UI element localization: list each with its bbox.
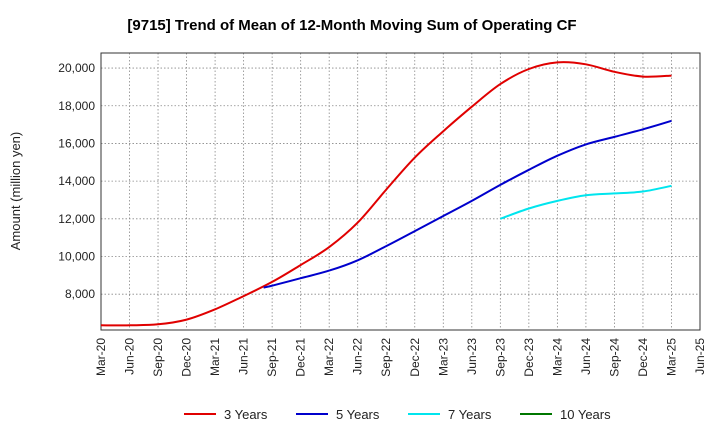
x-tick-label: Sep-21: [265, 338, 279, 377]
x-tick-label: Dec-20: [180, 338, 194, 377]
legend-label-7-years: 7 Years: [448, 407, 492, 422]
x-tick-label: Mar-20: [94, 338, 108, 376]
x-tick-label: Mar-21: [208, 338, 222, 376]
x-tick-label: Mar-23: [436, 338, 450, 376]
y-tick-label: 12,000: [58, 212, 95, 226]
legend-label-5-years: 5 Years: [336, 407, 380, 422]
y-tick-label: 10,000: [58, 250, 95, 264]
x-tick-label: Sep-23: [493, 338, 507, 377]
plot-area: Mar-20 Jun-20 Sep-20 Dec-20 Mar-21 Jun-21 Sep-…: [58, 52, 707, 377]
x-tick-label: Jun-22: [351, 338, 365, 375]
x-tick-label: Jun-23: [465, 338, 479, 375]
x-tick-label: Dec-21: [294, 338, 308, 377]
x-tick-label: Mar-25: [664, 338, 678, 376]
y-tick-label: 8,000: [65, 287, 95, 301]
x-tick-label: Jun-25: [693, 338, 707, 375]
x-tick-label: Dec-24: [636, 338, 650, 377]
x-tick-label: Sep-22: [379, 338, 393, 377]
plot-background: [101, 53, 700, 330]
chart-title: [9715] Trend of Mean of 12-Month Moving …: [127, 17, 576, 34]
x-tick-label: Jun-24: [579, 338, 593, 375]
series-line-3-years: [100, 61, 672, 327]
legend: 3 Years 5 Years 7 Years 10 Years: [184, 407, 611, 422]
x-tick-label: Jun-21: [237, 338, 251, 375]
plot-frame: [100, 52, 701, 331]
x-tick-label: Dec-23: [522, 338, 536, 377]
x-tick-label: Mar-24: [550, 338, 564, 376]
x-tick-label: Sep-24: [607, 338, 621, 377]
y-tick-label: 16,000: [58, 136, 95, 150]
y-tick-label: 18,000: [58, 99, 95, 113]
x-tick-label: Jun-20: [123, 338, 137, 375]
series-line-5-years: [263, 119, 672, 289]
y-tick-label: 20,000: [58, 61, 95, 75]
x-tick-label: Mar-22: [322, 338, 336, 376]
legend-label-3-years: 3 Years: [224, 407, 268, 422]
y-tick-label: 14,000: [58, 174, 95, 188]
series-line-7-years: [499, 184, 672, 220]
y-axis-label: Amount (million yen): [8, 132, 23, 251]
legend-label-10-years: 10 Years: [560, 407, 611, 422]
x-tick-label: Dec-22: [408, 338, 422, 377]
x-tick-label: Sep-20: [151, 338, 165, 377]
